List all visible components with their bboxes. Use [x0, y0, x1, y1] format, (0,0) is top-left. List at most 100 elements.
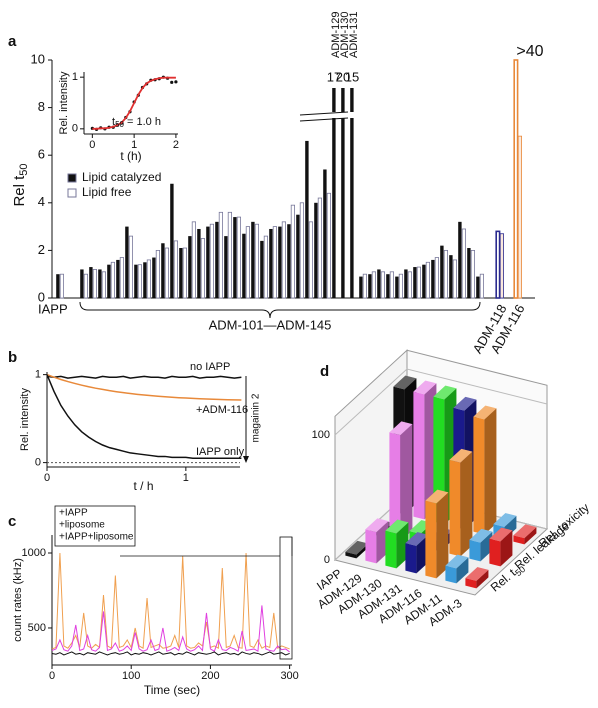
bar	[326, 192, 332, 299]
x-tick-label: 0	[49, 670, 55, 682]
bar	[332, 88, 336, 298]
bar-top	[393, 375, 417, 390]
bar	[467, 248, 471, 298]
y-axis-label: Rel t50	[11, 163, 30, 206]
legend-label: +IAPP+liposome	[59, 532, 134, 543]
bar-3d	[473, 405, 497, 535]
value-label: 15	[345, 69, 359, 84]
y-tick-label: 4	[38, 194, 45, 209]
legend-label: +liposome	[59, 520, 105, 531]
bar-top-shade	[385, 519, 409, 534]
x-tick-label: ADM-129	[330, 12, 342, 58]
bar	[116, 259, 120, 298]
legend-label: +IAPP	[59, 508, 88, 519]
bar-top-shade	[345, 540, 369, 555]
bar	[499, 233, 505, 299]
bar	[395, 276, 399, 298]
x-tick-label: 1	[131, 139, 137, 151]
bar	[128, 235, 133, 299]
bar-top	[385, 519, 409, 534]
row-label-sub: 50	[513, 564, 527, 578]
bar-front	[489, 538, 501, 567]
y-tick-label: 0	[35, 457, 41, 469]
bar	[191, 221, 196, 299]
annotation: no IAPP	[190, 361, 230, 373]
x-tick-label: 2	[173, 139, 179, 151]
bar	[371, 271, 377, 299]
bar	[164, 247, 169, 299]
bar	[110, 261, 115, 299]
x-axis-label: Time (sec)	[144, 683, 200, 697]
bar-side-shade	[524, 527, 537, 545]
bar	[449, 255, 453, 298]
bar-side-shade	[460, 451, 473, 557]
bar	[479, 273, 485, 299]
bar	[296, 214, 300, 298]
bar	[425, 261, 431, 299]
panel-label: b	[8, 349, 17, 366]
bar	[389, 271, 395, 299]
bar	[440, 245, 444, 298]
bar	[245, 226, 250, 299]
bar	[323, 169, 327, 298]
annotation-rest: = 1.0 h	[124, 116, 161, 128]
bar	[431, 259, 435, 298]
bar	[134, 264, 138, 298]
panel-label: d	[320, 363, 329, 380]
x-axis-label: t / h	[133, 479, 153, 493]
bar-front	[345, 551, 357, 559]
legend-label: Lipid catalyzed	[82, 170, 161, 184]
x-tick-label: IAPP	[38, 301, 68, 316]
bar-top	[389, 421, 413, 436]
bar-top-shade	[513, 524, 537, 539]
break-mark	[299, 117, 349, 122]
bar	[407, 271, 413, 299]
bar	[308, 221, 314, 299]
bar-top	[449, 448, 473, 463]
data-line	[46, 375, 242, 379]
bar	[197, 228, 201, 298]
bar	[224, 236, 228, 298]
annotation-main: t	[112, 116, 115, 128]
bar-3d	[389, 421, 413, 542]
bar	[260, 240, 264, 298]
bar	[495, 230, 501, 299]
panel-label: a	[8, 33, 17, 50]
z-tick-label: 100	[312, 429, 330, 441]
bar-top-shade	[393, 375, 417, 390]
bar	[83, 273, 88, 299]
bar-top-shade	[489, 527, 513, 542]
bar	[434, 257, 440, 299]
value-label: 17	[327, 69, 341, 84]
bar-top-shade	[469, 528, 493, 543]
bar	[416, 266, 422, 299]
bar	[314, 202, 318, 298]
bar	[377, 269, 381, 298]
bar	[380, 271, 386, 299]
bar-front	[469, 539, 481, 562]
y-tick-label: 6	[38, 147, 45, 162]
bar	[287, 224, 291, 298]
bar-top	[469, 528, 493, 543]
bar-side	[460, 451, 473, 557]
data-point	[174, 80, 178, 84]
bar	[476, 276, 480, 298]
bar-side-shade	[484, 408, 497, 535]
brace	[79, 301, 481, 319]
bar	[101, 271, 106, 299]
bar-top-shade	[425, 489, 449, 504]
bar-side-shade	[436, 492, 449, 579]
bar	[155, 249, 160, 299]
bar-top	[453, 396, 477, 411]
bar	[368, 274, 372, 298]
y-tick-label: 1	[35, 369, 41, 381]
bar	[161, 243, 165, 298]
bar	[341, 88, 345, 298]
bar-side	[524, 527, 537, 545]
bar-top-shade	[365, 518, 389, 533]
y-tick-label: 0	[38, 289, 45, 304]
y-tick-label: 8	[38, 99, 45, 114]
bar	[422, 264, 426, 298]
y-axis-label: Rel. intensity	[58, 71, 70, 134]
legend-box	[54, 505, 136, 547]
